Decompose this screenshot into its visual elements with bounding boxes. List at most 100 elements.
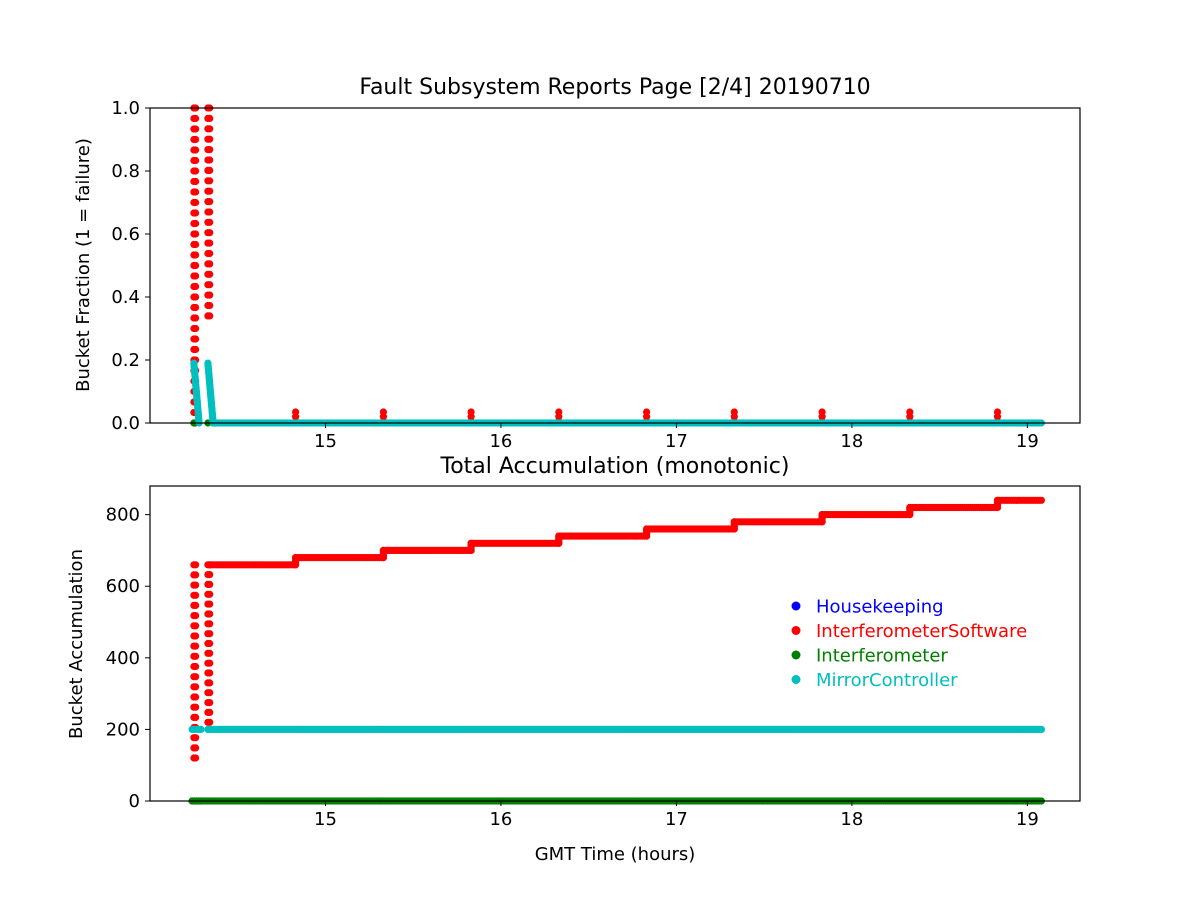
accumulation-interferometersoftware-point	[206, 679, 214, 687]
fraction-interferometersoftware-point	[206, 281, 214, 289]
accumulation-interferometersoftware-point	[206, 590, 214, 598]
fraction-interferometersoftware-point	[206, 135, 214, 143]
fraction-interferometersoftware-point	[192, 146, 200, 154]
fraction-interferometersoftware-point	[192, 125, 200, 133]
accumulation-interferometersoftware-point	[192, 612, 200, 620]
accumulation-interferometersoftware-point	[206, 649, 214, 657]
accumulation-interferometersoftware-point	[1037, 496, 1045, 504]
accumulation-mirrorcontroller-point	[197, 725, 205, 734]
fraction-interferometersoftware-point	[206, 166, 214, 174]
legend-label: MirrorController	[816, 670, 958, 691]
fraction-interferometersoftware-point	[192, 156, 200, 165]
fraction-interferometersoftware-point	[206, 239, 214, 247]
fraction-interferometersoftware-point	[192, 282, 200, 291]
fraction-interferometersoftware-point	[192, 261, 200, 270]
accumulation-interferometersoftware-point	[192, 693, 200, 701]
fraction-interferometersoftware-point	[206, 125, 214, 133]
fraction-y-tick-label: 0.2	[111, 350, 140, 371]
accumulation-chart-title: Total Accumulation (monotonic)	[440, 454, 790, 479]
accumulation-interferometersoftware-point	[206, 659, 214, 667]
legend-label: Interferometer	[816, 646, 948, 667]
accumulation-interferometersoftware-point	[206, 630, 214, 638]
fraction-interferometersoftware-point	[192, 251, 200, 259]
accumulation-x-tick-label: 19	[1016, 809, 1039, 830]
accumulation-interferometersoftware-point	[206, 610, 214, 618]
fraction-interferometersoftware-point	[206, 146, 214, 154]
legend-label: Housekeeping	[816, 597, 944, 618]
accumulation-y-tick-label: 0	[129, 791, 140, 812]
fraction-chart-ylabel: Bucket Fraction (1 = failure)	[73, 138, 94, 392]
fraction-axes-frame	[149, 107, 1081, 424]
accumulation-interferometersoftware-point	[206, 639, 214, 648]
accumulation-axes-frame	[149, 485, 1081, 802]
accumulation-interferometersoftware-point	[192, 581, 200, 589]
legend-marker	[791, 650, 801, 660]
fraction-interferometersoftware-point	[206, 249, 214, 258]
fraction-interferometersoftware-point	[206, 156, 214, 164]
accumulation-interferometersoftware-point	[192, 591, 200, 599]
accumulation-plot-area: 15 16 17 18 19 0 200 400 600 800	[106, 485, 1081, 830]
legend-marker	[791, 626, 801, 635]
accumulation-chart-xlabel: GMT Time (hours)	[535, 844, 696, 865]
fraction-interferometersoftware-point	[206, 114, 214, 122]
fraction-interferometersoftware-point	[206, 260, 214, 268]
fraction-interferometersoftware-point	[206, 229, 214, 237]
fraction-interferometersoftware-point	[192, 314, 200, 322]
fraction-interferometersoftware-point	[192, 230, 200, 238]
legend-label: InterferometerSoftware	[816, 621, 1027, 642]
fraction-interferometersoftware-point	[192, 219, 200, 228]
fraction-x-tick-label: 18	[840, 431, 863, 452]
fraction-y-tick-label: 0.6	[111, 224, 140, 245]
accumulation-interferometersoftware-point	[206, 620, 214, 628]
accumulation-interferometersoftware-point	[192, 622, 200, 630]
fraction-interferometersoftware-point	[192, 240, 200, 249]
fraction-interferometersoftware-point	[206, 177, 214, 185]
fraction-interferometersoftware-point	[192, 335, 200, 343]
accumulation-interferometersoftware-point	[192, 561, 200, 569]
fraction-interferometersoftware-point	[192, 135, 200, 144]
accumulation-interferometersoftware-point	[192, 734, 200, 742]
accumulation-interferometersoftware-point	[192, 683, 200, 691]
accumulation-interferometersoftware-point	[192, 662, 200, 671]
legend-marker	[791, 675, 801, 684]
fraction-interferometersoftware-point	[206, 301, 214, 310]
accumulation-chart-ylabel: Bucket Accumulation	[66, 549, 87, 739]
accumulation-interferometersoftware-point	[206, 580, 214, 589]
fraction-y-tick-label: 1.0	[111, 98, 140, 119]
fraction-interferometersoftware-point	[206, 312, 214, 320]
fraction-interferometersoftware-point	[192, 272, 200, 280]
accumulation-interferometersoftware-point	[192, 754, 200, 762]
fraction-plot-area: 15 16 17 18 19 0.0 0.2 0.4 0.6 0.8 1.0	[111, 98, 1081, 452]
fraction-chart: Fault Subsystem Reports Page [2/4] 20190…	[73, 75, 1081, 452]
fraction-interferometersoftware-point	[206, 198, 214, 206]
fraction-interferometersoftware-point	[206, 291, 214, 299]
fraction-y-tick-label: 0.4	[111, 287, 140, 308]
accumulation-y-tick-label: 400	[106, 648, 140, 669]
fraction-interferometersoftware-point	[206, 218, 214, 226]
fraction-chart-title: Fault Subsystem Reports Page [2/4] 20190…	[359, 75, 870, 100]
fraction-interferometersoftware-point	[192, 324, 200, 333]
accumulation-interferometersoftware-point	[206, 708, 214, 717]
fraction-interferometersoftware-point	[192, 293, 200, 301]
accumulation-interferometersoftware-point	[206, 600, 214, 608]
fraction-interferometersoftware-point	[192, 345, 200, 354]
accumulation-interferometersoftware-point	[206, 718, 214, 726]
accumulation-y-tick-label: 800	[106, 505, 140, 526]
legend: Housekeeping InterferometerSoftware Interf…	[791, 597, 1027, 691]
fraction-x-tick-label: 15	[314, 431, 337, 452]
fraction-interferometersoftware-point	[192, 303, 200, 312]
accumulation-chart: Total Accumulation (monotonic) Bucket Ac…	[66, 454, 1081, 865]
fraction-interferometersoftware-point	[206, 270, 214, 278]
accumulation-interferometersoftware-point	[206, 669, 214, 677]
fraction-x-tick-label: 17	[665, 431, 688, 452]
fraction-interferometersoftware-point	[192, 198, 200, 207]
accumulation-interferometersoftware-point	[192, 601, 200, 610]
accumulation-interferometersoftware-point	[192, 652, 200, 660]
accumulation-interferometersoftware-point	[206, 571, 214, 579]
accumulation-interferometersoftware-point	[192, 632, 200, 640]
accumulation-interferometersoftware-point	[192, 571, 200, 579]
accumulation-x-tick-label: 16	[489, 809, 512, 830]
fraction-interferometersoftware-point	[192, 188, 200, 196]
fraction-interferometersoftware-point	[192, 177, 200, 186]
